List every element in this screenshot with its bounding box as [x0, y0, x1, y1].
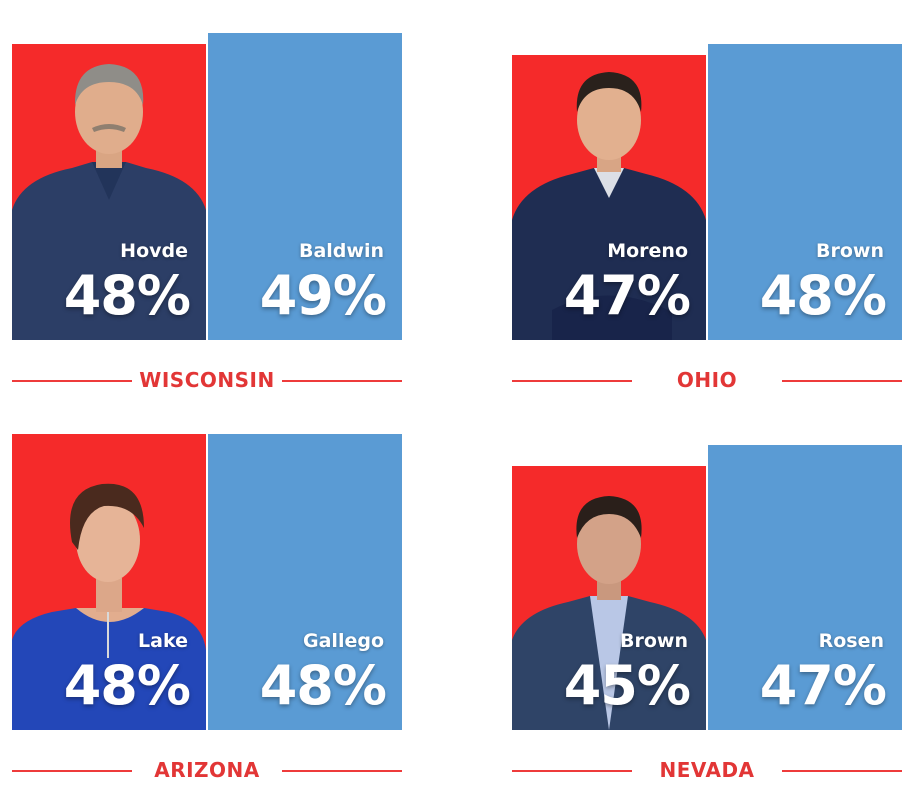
data-label: 48%: [759, 264, 887, 327]
bar-ohio-democrat: Brown 48%: [708, 44, 902, 340]
candidate-name: Gallego: [303, 630, 384, 652]
divider: [782, 770, 902, 772]
divider: [282, 380, 402, 382]
candidate-name: Rosen: [818, 630, 884, 652]
chart-panel-ohio: Moreno 47% Brown 48% OHIO: [512, 0, 902, 392]
bar-arizona-republican: Lake 48%: [12, 434, 206, 730]
data-label: 48%: [63, 654, 191, 717]
bar-nevada-democrat: Rosen 47%: [708, 445, 902, 730]
candidate-name: Hovde: [120, 240, 188, 262]
bar-wisconsin-democrat: Baldwin 49%: [208, 33, 402, 340]
chart-panel-nevada: Brown 45% Rosen 47% NEVADA: [512, 390, 902, 782]
state-label-row: ARIZONA: [12, 758, 402, 782]
state-label: NEVADA: [659, 758, 755, 782]
data-label: 49%: [259, 264, 387, 327]
state-label: OHIO: [676, 368, 738, 392]
candidate-name: Brown: [816, 240, 884, 262]
state-label-row: NEVADA: [512, 758, 902, 782]
divider: [512, 380, 632, 382]
chart-panel-arizona: Lake 48% Gallego 48% ARIZONA: [12, 390, 402, 782]
man-dark-hair-portrait-icon: [512, 55, 706, 340]
candidate-name: Moreno: [607, 240, 688, 262]
state-label: WISCONSIN: [139, 368, 275, 392]
bar-wisconsin-republican: Hovde 48%: [12, 44, 206, 340]
data-label: 45%: [563, 654, 691, 717]
candidate-name: Brown: [620, 630, 688, 652]
divider: [512, 770, 632, 772]
divider: [12, 380, 132, 382]
data-label: 47%: [759, 654, 887, 717]
candidate-name: Lake: [138, 630, 188, 652]
bar-ohio-republican: Moreno 47%: [512, 55, 706, 340]
state-label-row: WISCONSIN: [12, 368, 402, 392]
bar-arizona-democrat: Gallego 48%: [208, 434, 402, 730]
data-label: 48%: [63, 264, 191, 327]
bar-nevada-republican: Brown 45%: [512, 466, 706, 730]
candidate-name: Baldwin: [298, 240, 384, 262]
man-suit-portrait-icon: [512, 466, 706, 730]
divider: [282, 770, 402, 772]
divider: [12, 770, 132, 772]
state-label-row: OHIO: [512, 368, 902, 392]
divider: [782, 380, 902, 382]
data-label: 47%: [563, 264, 691, 327]
chart-panel-wisconsin: Hovde 48% Baldwin 49% WISCONSIN: [12, 0, 402, 392]
man-gray-hair-portrait-icon: [12, 50, 206, 340]
data-label: 48%: [259, 654, 387, 717]
state-label: ARIZONA: [154, 758, 260, 782]
woman-short-hair-portrait-icon: [12, 440, 206, 730]
